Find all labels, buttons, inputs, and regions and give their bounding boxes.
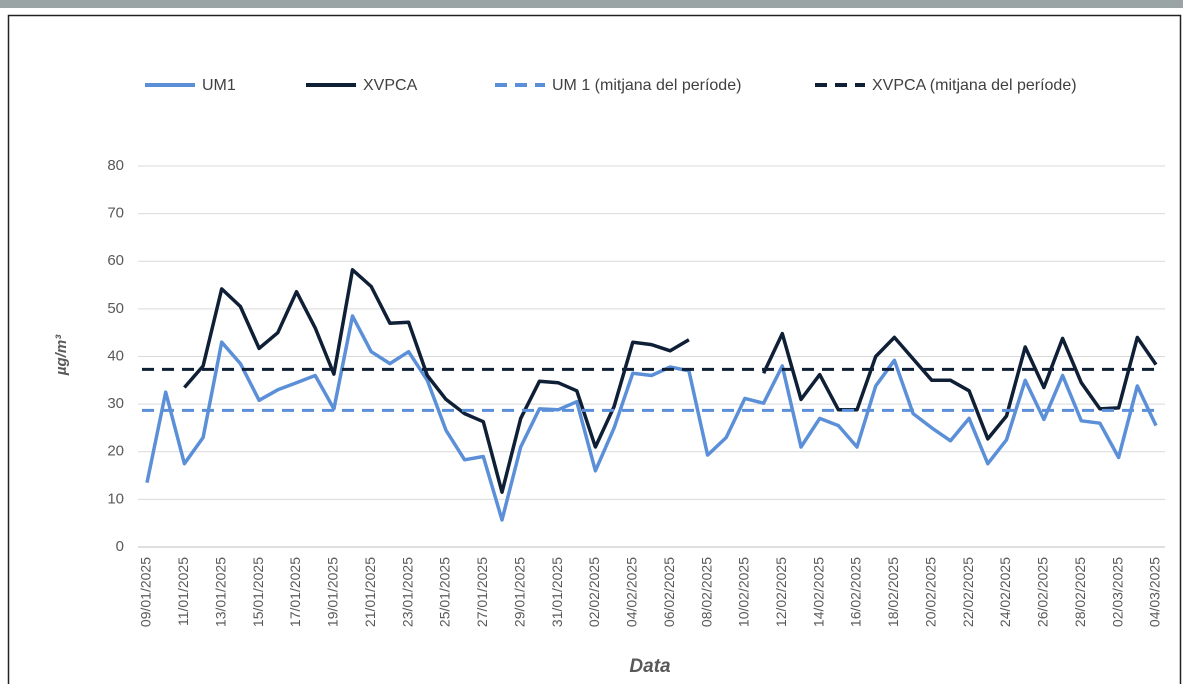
- x-tick-label: 26/02/2025: [1035, 557, 1051, 627]
- x-tick-label: 20/02/2025: [922, 557, 938, 627]
- x-tick-label: 29/01/2025: [511, 557, 527, 627]
- x-tick-label: 06/02/2025: [661, 557, 677, 627]
- y-tick-label: 80: [107, 157, 124, 174]
- x-tick-label: 02/02/2025: [586, 557, 602, 627]
- top-bar: [0, 0, 1183, 8]
- x-tick-label: 27/01/2025: [474, 557, 490, 627]
- y-tick-label: 20: [107, 443, 124, 460]
- x-axis-label: Data: [629, 656, 671, 677]
- x-tick-label: 14/02/2025: [810, 557, 826, 627]
- data-line: [183, 268, 1158, 494]
- legend-label: XVPCA: [363, 77, 418, 94]
- x-tick-label: 21/01/2025: [362, 557, 378, 627]
- x-tick-label: 28/02/2025: [1072, 557, 1088, 627]
- y-tick-label: 0: [116, 538, 124, 555]
- x-tick-label: 24/02/2025: [997, 557, 1013, 627]
- x-tick-label: 23/01/2025: [399, 557, 415, 627]
- y-tick-label: 10: [107, 490, 124, 507]
- x-tick-label: 22/02/2025: [960, 557, 976, 627]
- x-tick-label: 19/01/2025: [325, 557, 341, 627]
- x-tick-label: 09/01/2025: [138, 557, 154, 627]
- x-tick-label: 17/01/2025: [287, 557, 303, 627]
- legend-label: XVPCA (mitjana del període): [872, 77, 1077, 94]
- x-tick-label: 15/01/2025: [250, 557, 266, 627]
- x-tick-label: 18/02/2025: [885, 557, 901, 627]
- y-tick-label: 40: [107, 347, 124, 364]
- y-tick-label: 60: [107, 252, 124, 269]
- x-tick-label: 31/01/2025: [549, 557, 565, 627]
- x-tick-label: 11/01/2025: [175, 557, 191, 626]
- legend-label: UM 1 (mitjana del període): [552, 77, 741, 94]
- y-axis-label: µg/m³: [53, 334, 70, 376]
- x-tick-label: 12/02/2025: [773, 557, 789, 627]
- x-tick-label: 04/02/2025: [624, 557, 640, 627]
- data-line: [145, 314, 1158, 522]
- x-tick-label: 08/02/2025: [698, 557, 714, 627]
- y-tick-label: 30: [107, 395, 124, 412]
- x-tick-label: 13/01/2025: [212, 557, 228, 627]
- frame: [7, 14, 1182, 684]
- x-tick-label: 25/01/2025: [437, 557, 453, 627]
- x-tick-label: 04/03/2025: [1147, 557, 1163, 627]
- y-tick-label: 50: [107, 300, 124, 317]
- x-tick-label: 16/02/2025: [848, 557, 864, 627]
- legend-label: UM1: [202, 77, 236, 94]
- x-tick-label: 10/02/2025: [736, 557, 752, 627]
- x-tick-label: 02/03/2025: [1109, 557, 1125, 627]
- y-tick-label: 70: [107, 205, 124, 222]
